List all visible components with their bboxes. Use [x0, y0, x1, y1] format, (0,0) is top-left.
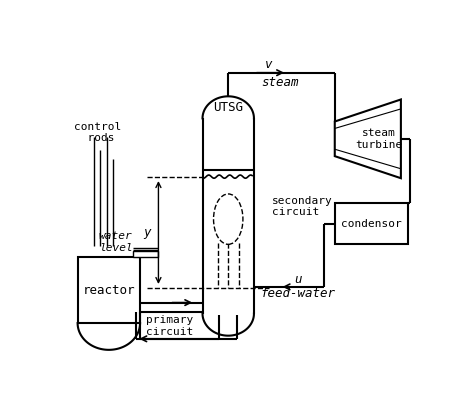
Text: primary
circuit: primary circuit — [146, 315, 193, 337]
Polygon shape — [335, 99, 401, 178]
Text: reactor: reactor — [82, 283, 135, 297]
Text: water
level: water level — [99, 231, 133, 253]
Text: v: v — [265, 58, 273, 71]
Text: control
  rods: control rods — [74, 122, 121, 143]
Text: feed-water: feed-water — [261, 287, 336, 300]
Bar — [133, 251, 158, 257]
Bar — [78, 257, 140, 323]
Ellipse shape — [213, 194, 243, 244]
Text: u: u — [294, 273, 302, 286]
Bar — [335, 203, 408, 244]
Text: condensor: condensor — [341, 219, 402, 229]
Text: steam: steam — [261, 76, 299, 89]
Text: secondary
circuit: secondary circuit — [272, 196, 333, 217]
Text: steam
turbine: steam turbine — [355, 128, 402, 150]
Text: UTSG: UTSG — [213, 101, 243, 114]
Text: y: y — [144, 226, 151, 239]
